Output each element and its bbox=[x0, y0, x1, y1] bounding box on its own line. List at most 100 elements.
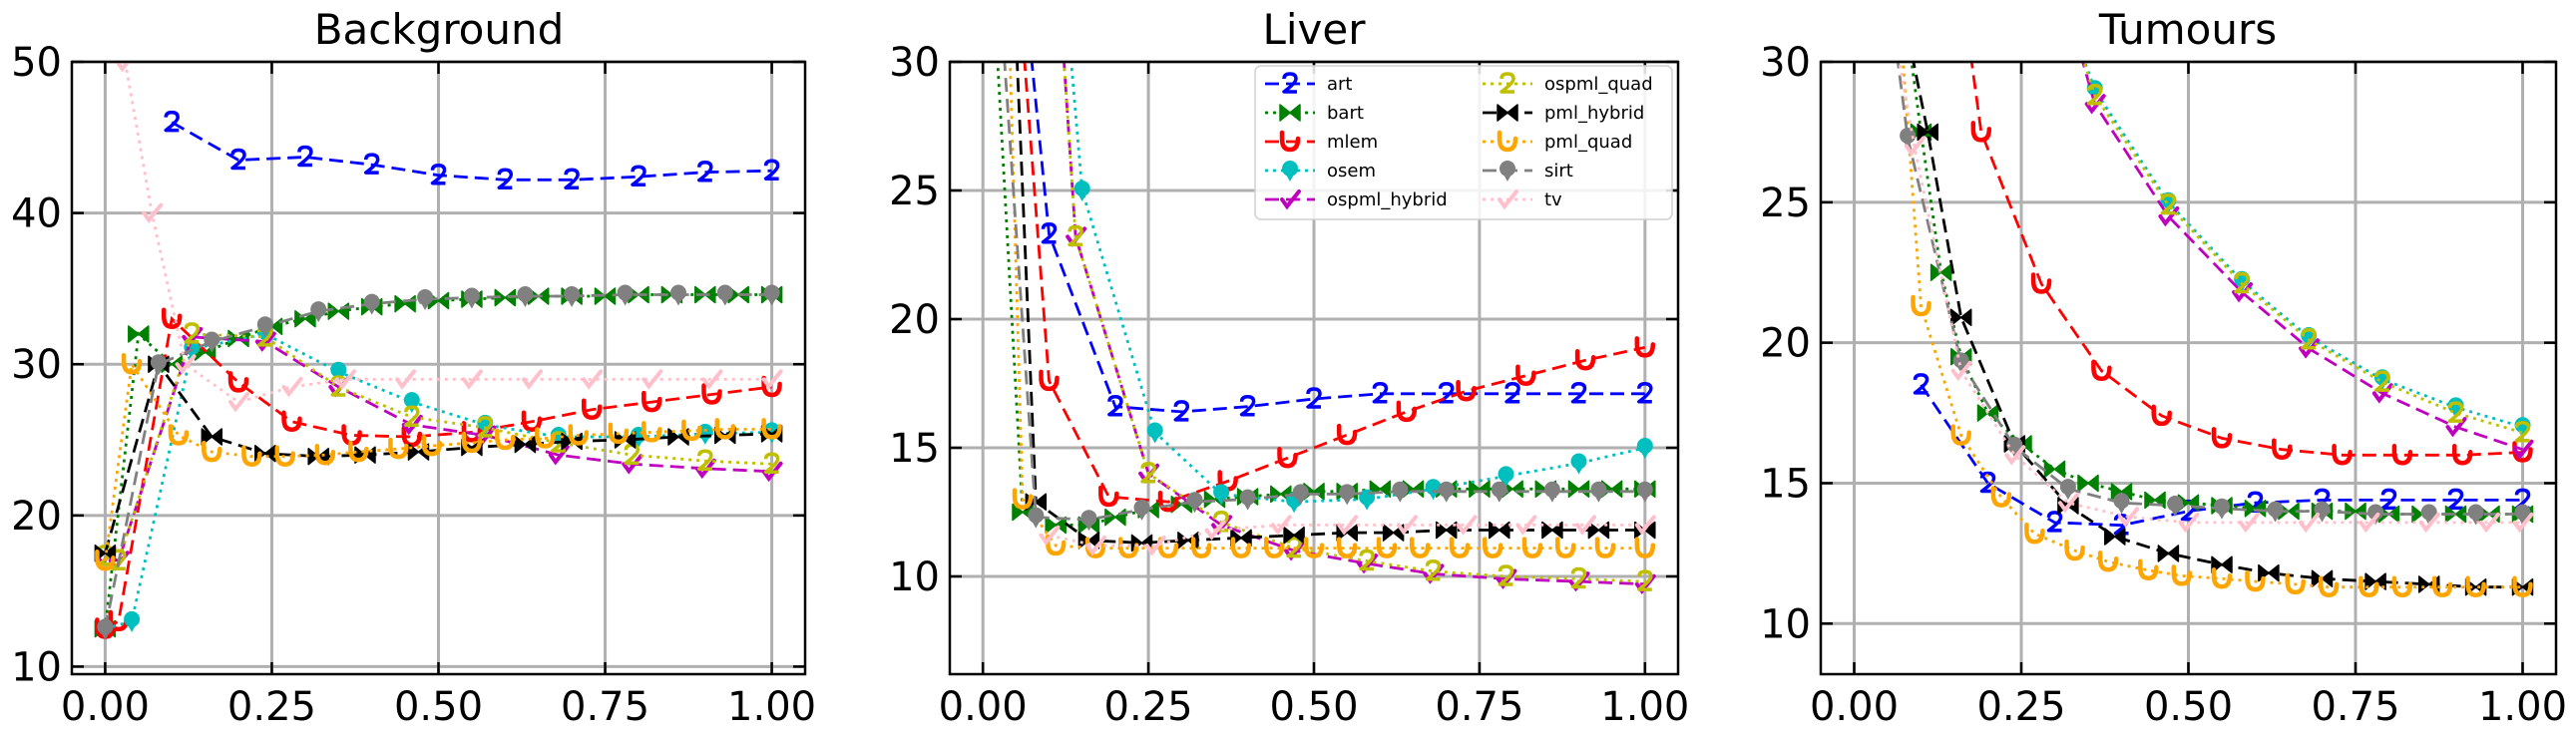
data-point bbox=[175, 354, 197, 375]
data-point bbox=[2301, 328, 2317, 350]
data-point bbox=[2359, 575, 2379, 597]
data-point bbox=[363, 153, 380, 175]
panel-title: Liver bbox=[1262, 5, 1366, 54]
legend-marker bbox=[1282, 161, 1298, 182]
data-point bbox=[2211, 555, 2233, 573]
data-point bbox=[1449, 537, 1471, 558]
data-point bbox=[694, 458, 716, 480]
data-point bbox=[1515, 364, 1536, 386]
data-point bbox=[1372, 382, 1389, 404]
legend-label: ospml_quad bbox=[1544, 74, 1653, 95]
data-point bbox=[1039, 369, 1060, 392]
data-point bbox=[1073, 181, 1090, 201]
series-ospml_hybrid bbox=[2081, 62, 2534, 461]
series-sirt bbox=[995, 26, 1653, 532]
background-panel: Background 0.00 0.25 0.50 0.75 1.00 10 20 30 40 5… bbox=[11, 5, 816, 730]
y-tick-label: 50 bbox=[11, 40, 62, 86]
data-point bbox=[1382, 524, 1405, 542]
data-point bbox=[2391, 444, 2413, 466]
legend-item-tv: tv bbox=[1483, 189, 1562, 210]
data-point bbox=[2160, 192, 2177, 215]
data-point bbox=[2238, 512, 2260, 534]
data-point bbox=[697, 449, 713, 471]
x-tick-label: 0.50 bbox=[1269, 684, 1358, 730]
data-point bbox=[2077, 474, 2099, 493]
data-point bbox=[1012, 488, 1034, 510]
y-tick-label: 20 bbox=[11, 494, 62, 540]
y-tick-label: 40 bbox=[11, 191, 62, 237]
series-mlem bbox=[1023, 62, 1656, 513]
grid-lines bbox=[1821, 60, 2556, 674]
data-point bbox=[2151, 404, 2172, 427]
data-point bbox=[1028, 507, 1045, 529]
data-point bbox=[1543, 481, 1560, 503]
data-point bbox=[495, 428, 516, 451]
data-point bbox=[1230, 537, 1252, 558]
legend: art bart mlem osem ospml_hybrid ospml_quadpml… bbox=[1254, 65, 1673, 220]
data-point bbox=[310, 301, 327, 323]
liver-panel: Liver 0.00 0.25 0.50 0.75 1.00 10 15 20 25 30 art… bbox=[889, 5, 1689, 730]
data-point bbox=[761, 461, 783, 483]
y-tick-label: 10 bbox=[889, 554, 940, 600]
data-point bbox=[2067, 24, 2083, 45]
data-point bbox=[2447, 401, 2464, 423]
data-point bbox=[1133, 499, 1150, 521]
series-group bbox=[1896, 24, 2534, 597]
series-tv bbox=[1898, 62, 2534, 534]
data-point bbox=[201, 428, 223, 446]
legend-marker bbox=[1497, 130, 1518, 153]
data-point bbox=[1911, 294, 1932, 317]
data-point bbox=[1498, 564, 1514, 586]
data-point bbox=[1567, 480, 1590, 499]
data-point bbox=[1080, 510, 1097, 532]
data-point bbox=[1107, 394, 1123, 417]
series-line bbox=[104, 293, 772, 629]
data-point bbox=[1634, 336, 1656, 358]
data-point bbox=[761, 418, 782, 440]
data-point bbox=[461, 369, 483, 390]
legend-item-pml_quad: pml_quad bbox=[1483, 130, 1632, 153]
data-point bbox=[1039, 525, 1061, 547]
data-point bbox=[1277, 447, 1298, 469]
data-point bbox=[2211, 427, 2233, 449]
data-point bbox=[1904, 136, 1926, 157]
data-point bbox=[1636, 438, 1653, 459]
data-point bbox=[388, 437, 409, 460]
data-point bbox=[995, 26, 1011, 47]
data-point bbox=[2214, 498, 2230, 520]
data-point bbox=[142, 202, 164, 223]
data-point bbox=[697, 160, 713, 183]
data-point bbox=[1157, 490, 1179, 513]
x-tick-label: 0.50 bbox=[394, 684, 483, 730]
series-pml_quad bbox=[1902, 62, 2533, 597]
data-point bbox=[2374, 370, 2390, 392]
data-point bbox=[1574, 349, 1596, 371]
data-point bbox=[1396, 515, 1418, 536]
data-point bbox=[1515, 515, 1537, 536]
x-tick-label: 0.00 bbox=[61, 684, 150, 730]
data-point bbox=[2431, 575, 2453, 597]
series-sirt bbox=[1896, 62, 2531, 526]
y-tick-label: 10 bbox=[1760, 601, 1811, 647]
series-line bbox=[1063, 62, 1645, 586]
legend-marker bbox=[1282, 72, 1298, 94]
data-point bbox=[241, 445, 262, 467]
data-point bbox=[535, 427, 556, 449]
data-point bbox=[477, 416, 494, 438]
data-point bbox=[1554, 537, 1576, 558]
series-line bbox=[1070, 62, 1646, 504]
data-point bbox=[1898, 26, 1918, 42]
data-point bbox=[2118, 507, 2140, 528]
series-line bbox=[1969, 62, 2523, 457]
data-point bbox=[1098, 485, 1119, 508]
data-point bbox=[1263, 537, 1285, 558]
data-point bbox=[401, 425, 423, 448]
data-point bbox=[1041, 222, 1058, 244]
data-point bbox=[514, 435, 537, 454]
legend-marker bbox=[1280, 189, 1301, 210]
data-point bbox=[622, 454, 644, 475]
series-line bbox=[104, 360, 772, 561]
data-point bbox=[1392, 481, 1409, 503]
data-point bbox=[568, 424, 590, 446]
data-point bbox=[2086, 84, 2103, 106]
